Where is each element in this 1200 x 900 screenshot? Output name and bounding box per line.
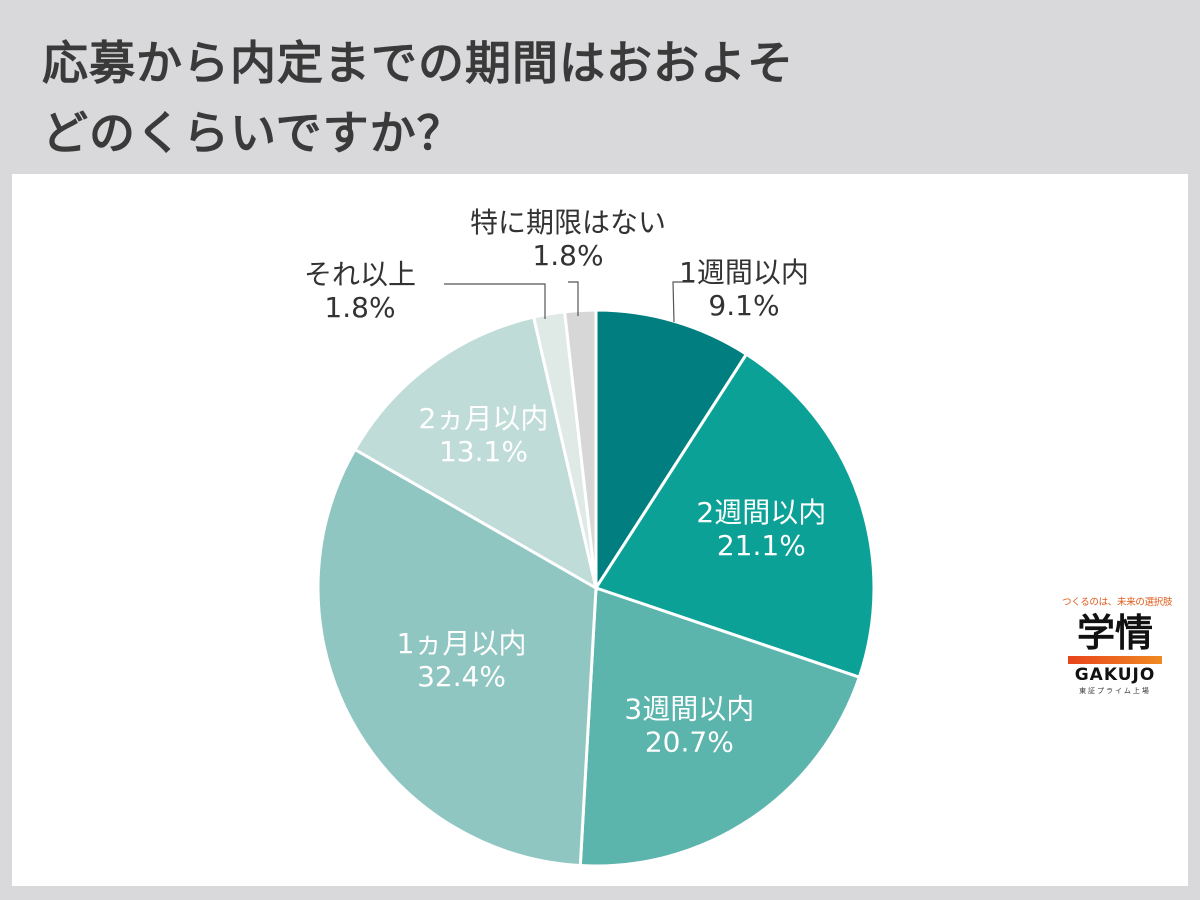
slice-value-3: 32.4% xyxy=(417,660,506,693)
slice-label-0: 1週間以内 xyxy=(679,256,809,289)
slice-label-4: 2ヵ月以内 xyxy=(419,402,549,435)
logo-kanji: 学情 xyxy=(1076,611,1153,655)
logo-english: GAKUJO xyxy=(1074,665,1156,685)
leader-line-5 xyxy=(444,283,546,319)
slice-label-6: 特に期限はない xyxy=(470,206,666,239)
pie-slice-2 xyxy=(578,585,862,868)
slice-label-1: 2週間以内 xyxy=(696,496,826,529)
page-title: 応募から内定までの期間はおおよそ どのくらいですか？ xyxy=(42,28,1162,168)
slice-label-3: 1ヵ月以内 xyxy=(397,627,527,660)
pie-slice-3 xyxy=(316,447,598,868)
chart-panel: 1週間以内 9.1% 2週間以内 21.1% 3週間以内 20.7% 1ヵ月以内 32.4% 2… xyxy=(12,174,1188,886)
pie-slice-4 xyxy=(352,315,599,592)
slice-value-4: 13.1% xyxy=(439,435,528,468)
logo-tagline: つくるのは、未来の選択肢 xyxy=(1062,597,1173,608)
slice-value-1: 21.1% xyxy=(717,529,806,562)
slice-value-0: 9.1% xyxy=(708,289,779,322)
slice-value-2: 20.7% xyxy=(645,725,734,758)
slice-value-6: 1.8% xyxy=(532,239,603,272)
slice-label-5: それ以上 xyxy=(304,258,416,291)
slice-value-5: 1.8% xyxy=(324,291,395,324)
slice-label-2: 3週間以内 xyxy=(624,692,754,725)
title-line-2: どのくらいですか？ xyxy=(42,106,464,160)
gakujo-logo: つくるのは、未来の選択肢 学情 GAKUJO 東証プライム上場 xyxy=(1062,594,1173,696)
title-line-1: 応募から内定までの期間はおおよそ xyxy=(42,36,794,90)
pie-slice-1 xyxy=(593,352,876,680)
pie-slice-6 xyxy=(562,308,598,589)
logo-bar xyxy=(1068,656,1162,664)
logo-subline: 東証プライム上場 xyxy=(1079,687,1151,695)
leader-line-0 xyxy=(672,281,694,323)
leader-line-6 xyxy=(568,281,579,316)
